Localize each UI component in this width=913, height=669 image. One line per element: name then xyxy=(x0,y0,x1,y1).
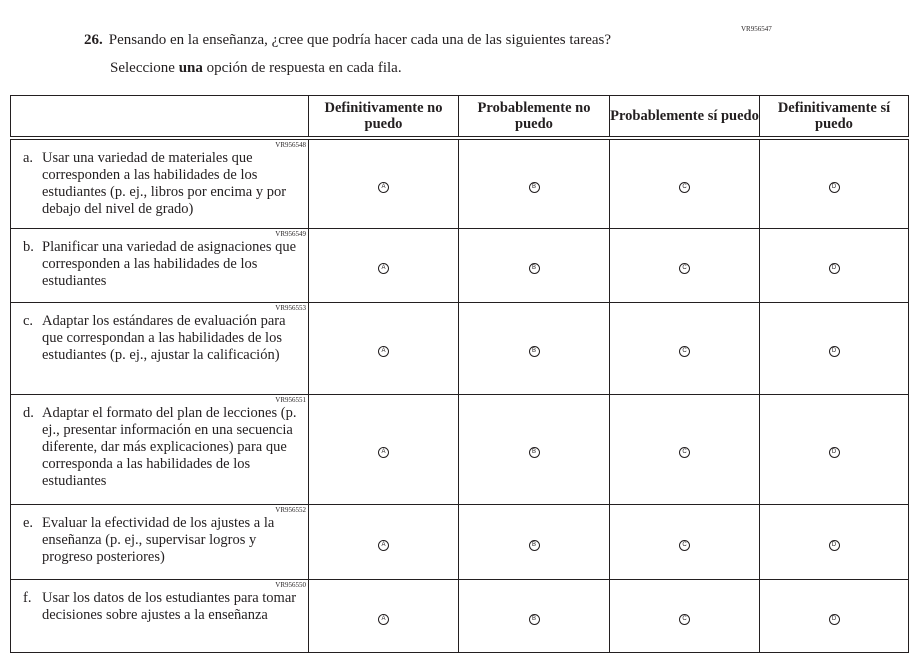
option-cell: B xyxy=(458,503,610,580)
option-cell: D xyxy=(759,227,909,303)
radio-option-a[interactable]: A xyxy=(378,263,389,274)
row-letter: b. xyxy=(23,238,34,255)
option-cell: D xyxy=(759,503,909,580)
option-cell: C xyxy=(609,227,760,303)
instruction-pre: Seleccione xyxy=(110,60,179,76)
row-letter: a. xyxy=(23,150,34,166)
row-label: VR956548 a. Usar una variedad de materiale… xyxy=(10,137,309,229)
row-letter: e. xyxy=(23,514,34,531)
table-row: VR956551 d. Adaptar el formato del plan de… xyxy=(10,393,909,505)
instruction: Seleccione una opción de respuesta en ca… xyxy=(110,60,402,77)
table-row: VR956553 c. Adaptar los estándares de eval… xyxy=(10,301,909,395)
row-id: VR956553 xyxy=(275,303,306,312)
instruction-bold: una xyxy=(178,60,203,76)
option-cell: A xyxy=(308,301,459,395)
option-cell: A xyxy=(308,227,459,303)
option-cell: B xyxy=(458,301,610,395)
row-id: VR956548 xyxy=(275,141,306,149)
row-text: Evaluar la efectividad de los ajustes a … xyxy=(42,514,275,565)
option-cell: C xyxy=(609,578,760,653)
option-cell: B xyxy=(458,393,610,505)
option-cell: C xyxy=(609,503,760,580)
radio-option-a[interactable]: A xyxy=(378,346,389,357)
row-letter: c. xyxy=(23,312,34,329)
radio-option-c[interactable]: C xyxy=(679,181,690,193)
radio-option-d[interactable]: D xyxy=(828,263,840,274)
radio-option-b[interactable]: B xyxy=(528,346,540,357)
row-text: Usar los datos de los estudiantes para t… xyxy=(42,589,297,623)
radio-option-b[interactable]: B xyxy=(528,539,540,551)
table-row: VR956550 f. Usar los datos de los estudian… xyxy=(10,578,909,653)
radio-option-d[interactable]: D xyxy=(828,613,840,625)
option-cell: D xyxy=(759,137,909,229)
radio-option-d[interactable]: D xyxy=(828,181,840,193)
option-cell: B xyxy=(458,227,610,303)
column-header: Probablemente sí puedo xyxy=(609,95,760,139)
option-cell: B xyxy=(458,578,610,653)
radio-option-c[interactable]: C xyxy=(679,613,690,625)
row-id: VR956552 xyxy=(275,505,306,514)
option-cell: D xyxy=(759,393,909,505)
question-body: Pensando en la enseñanza, ¿cree que podr… xyxy=(108,32,612,48)
radio-option-d[interactable]: D xyxy=(828,539,840,551)
option-cell: A xyxy=(308,137,459,229)
row-label: VR956551 d. Adaptar el formato del plan de… xyxy=(10,393,309,505)
row-text: Adaptar los estándares de evaluación par… xyxy=(42,312,286,363)
option-cell: A xyxy=(308,578,459,653)
response-grid: Definitivamente no puedo Probablemente no… xyxy=(10,95,909,653)
option-cell: C xyxy=(609,301,760,395)
radio-option-c[interactable]: C xyxy=(679,447,690,458)
radio-option-d[interactable]: D xyxy=(828,447,840,458)
row-label: VR956552 e. Evaluar la efectividad de los … xyxy=(10,503,309,580)
radio-option-b[interactable]: B xyxy=(528,181,540,193)
radio-option-c[interactable]: C xyxy=(679,539,690,551)
radio-option-a[interactable]: A xyxy=(378,613,389,625)
row-text: Adaptar el formato del plan de lecciones… xyxy=(42,404,297,489)
table-row: VR956548 a. Usar una variedad de materiale… xyxy=(10,137,909,229)
radio-option-c[interactable]: C xyxy=(679,346,690,357)
row-text: Usar una variedad de materiales que corr… xyxy=(42,150,287,217)
row-letter: d. xyxy=(23,404,34,421)
column-header: Definitivamente sí puedo xyxy=(759,95,909,139)
column-header: Definitivamente no puedo xyxy=(308,95,459,139)
option-cell: D xyxy=(759,301,909,395)
radio-option-a[interactable]: A xyxy=(378,539,389,551)
row-label: VR956550 f. Usar los datos de los estudian… xyxy=(10,578,309,653)
row-label: VR956553 c. Adaptar los estándares de eval… xyxy=(10,301,309,395)
question-number: 26. xyxy=(84,32,103,48)
row-id: VR956550 xyxy=(275,580,306,589)
radio-option-c[interactable]: C xyxy=(679,263,690,274)
row-id: VR956551 xyxy=(275,395,306,404)
row-label: VR956549 b. Planificar una variedad de asi… xyxy=(10,227,309,303)
row-id: VR956549 xyxy=(275,229,306,238)
option-cell: A xyxy=(308,393,459,505)
table-row: VR956552 e. Evaluar la efectividad de los … xyxy=(10,503,909,580)
option-cell: D xyxy=(759,578,909,653)
radio-option-a[interactable]: A xyxy=(378,181,389,193)
row-text: Planificar una variedad de asignaciones … xyxy=(42,238,297,289)
column-header: Probablemente no puedo xyxy=(458,95,610,139)
option-cell: C xyxy=(609,137,760,229)
option-cell: C xyxy=(609,393,760,505)
header-blank xyxy=(10,95,309,139)
question-text: 26. Pensando en la enseñanza, ¿cree que p… xyxy=(84,32,611,49)
question-id: VR956547 xyxy=(741,25,772,33)
row-letter: f. xyxy=(23,589,32,606)
radio-option-d[interactable]: D xyxy=(828,346,840,357)
instruction-post: opción de respuesta en cada fila. xyxy=(202,60,402,76)
radio-option-b[interactable]: B xyxy=(528,263,540,274)
option-cell: B xyxy=(458,137,610,229)
radio-option-a[interactable]: A xyxy=(378,447,389,458)
option-cell: A xyxy=(308,503,459,580)
radio-option-b[interactable]: B xyxy=(528,447,540,458)
radio-option-b[interactable]: B xyxy=(528,613,540,625)
table-row: VR956549 b. Planificar una variedad de asi… xyxy=(10,227,909,303)
header-row: Definitivamente no puedo Probablemente no… xyxy=(10,95,909,139)
